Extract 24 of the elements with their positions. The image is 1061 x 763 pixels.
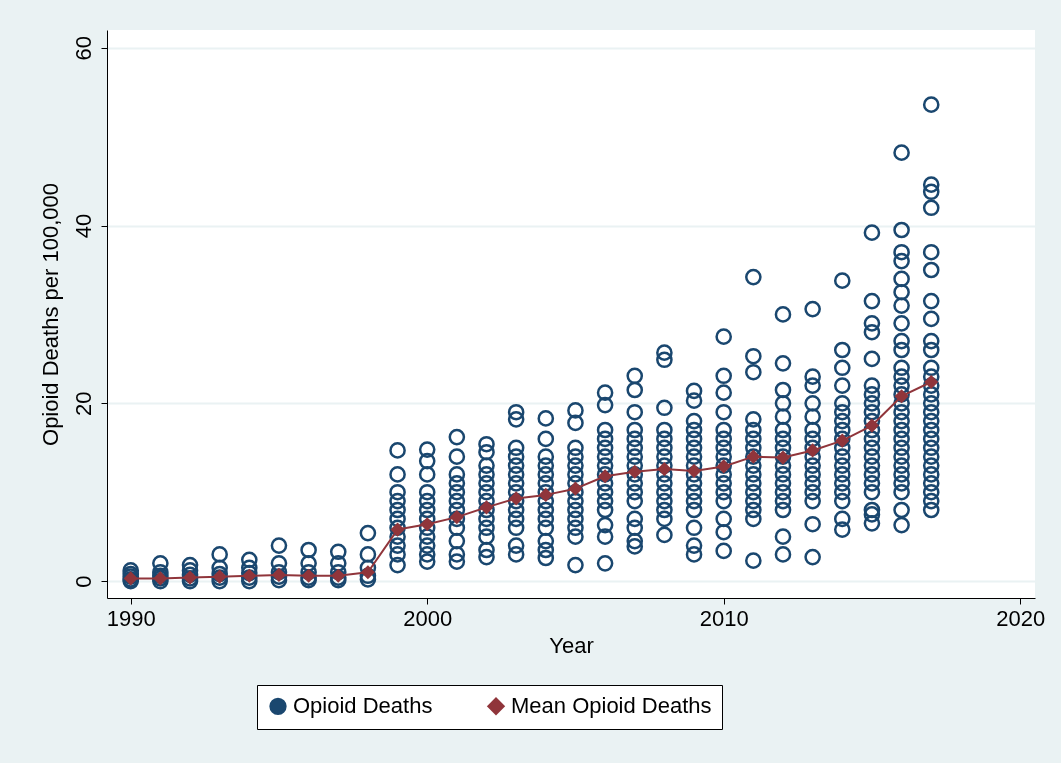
point — [479, 500, 494, 515]
y-tick-label: 0 — [70, 575, 96, 588]
point — [805, 443, 820, 458]
x-tick-label: 2020 — [996, 605, 1046, 631]
legend-label: Mean Opioid Deaths — [511, 693, 712, 719]
x-axis-title: Year — [549, 632, 594, 658]
point — [627, 464, 642, 479]
y-axis-title: Opioid Deaths per 100,000 — [37, 183, 63, 446]
x-tick-label: 1990 — [106, 605, 156, 631]
legend-label: Opioid Deaths — [293, 693, 433, 719]
point — [568, 481, 583, 496]
point — [360, 565, 375, 580]
point — [657, 462, 672, 477]
point — [864, 418, 879, 433]
point — [686, 463, 702, 478]
point — [538, 487, 553, 502]
point — [509, 491, 524, 506]
y-tick-label: 20 — [70, 391, 96, 417]
point — [924, 374, 939, 390]
x-tick-label: 2010 — [699, 605, 749, 631]
x-tick-label: 2000 — [403, 605, 453, 631]
y-tick-label: 60 — [70, 36, 96, 61]
y-tick-label: 40 — [70, 213, 96, 239]
point — [420, 517, 435, 532]
